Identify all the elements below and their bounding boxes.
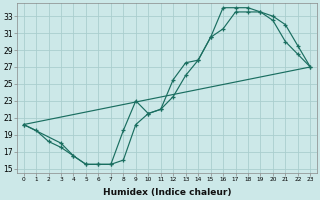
X-axis label: Humidex (Indice chaleur): Humidex (Indice chaleur) (103, 188, 231, 197)
